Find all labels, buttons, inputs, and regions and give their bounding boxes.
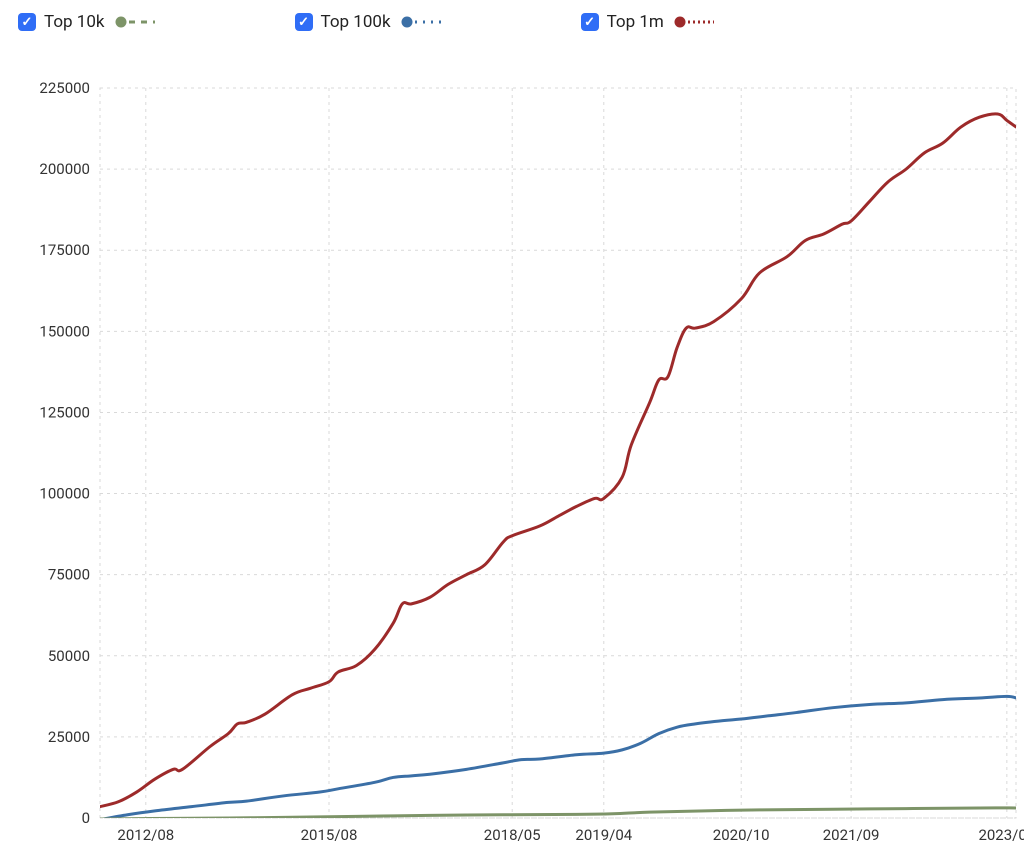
line-chart: 0 25000 50000 75000 100000 125000 150000 175000… (0, 38, 1024, 848)
x-tick-label: 2015/08 (301, 826, 358, 844)
y-tick-label: 75000 (48, 566, 90, 584)
x-tick-label: 2019/04 (575, 826, 632, 844)
x-tick-label: 2023/06 (978, 826, 1024, 844)
legend-item-top-10k[interactable]: ✓ Top 10k (18, 12, 155, 32)
x-tick-label: 2020/10 (713, 826, 770, 844)
legend-swatch (113, 15, 155, 29)
x-tick-label: 2012/08 (117, 826, 174, 844)
legend-label: Top 10k (44, 12, 105, 32)
legend-label: Top 1m (607, 12, 664, 32)
legend-item-top-1m[interactable]: ✓ Top 1m (581, 12, 714, 32)
y-tick-label: 200000 (39, 160, 90, 178)
legend-label: Top 100k (321, 12, 391, 32)
legend-swatch (672, 15, 714, 29)
y-tick-label: 0 (82, 809, 90, 827)
x-tick-label: 2018/05 (484, 826, 541, 844)
y-tick-label: 225000 (39, 79, 90, 97)
y-tick-label: 50000 (48, 647, 90, 665)
chart-legend: ✓ Top 10k ✓ Top 100k ✓ Top 1m (0, 0, 1024, 38)
y-tick-label: 25000 (48, 728, 90, 746)
legend-swatch (399, 15, 441, 29)
checkbox-icon[interactable]: ✓ (295, 13, 313, 31)
y-tick-label: 100000 (39, 485, 90, 503)
y-tick-label: 150000 (39, 322, 90, 340)
y-tick-label: 125000 (39, 403, 90, 421)
checkbox-icon[interactable]: ✓ (18, 13, 36, 31)
checkbox-icon[interactable]: ✓ (581, 13, 599, 31)
legend-item-top-100k[interactable]: ✓ Top 100k (295, 12, 441, 32)
x-tick-label: 2021/09 (823, 826, 880, 844)
y-tick-label: 175000 (39, 241, 90, 259)
